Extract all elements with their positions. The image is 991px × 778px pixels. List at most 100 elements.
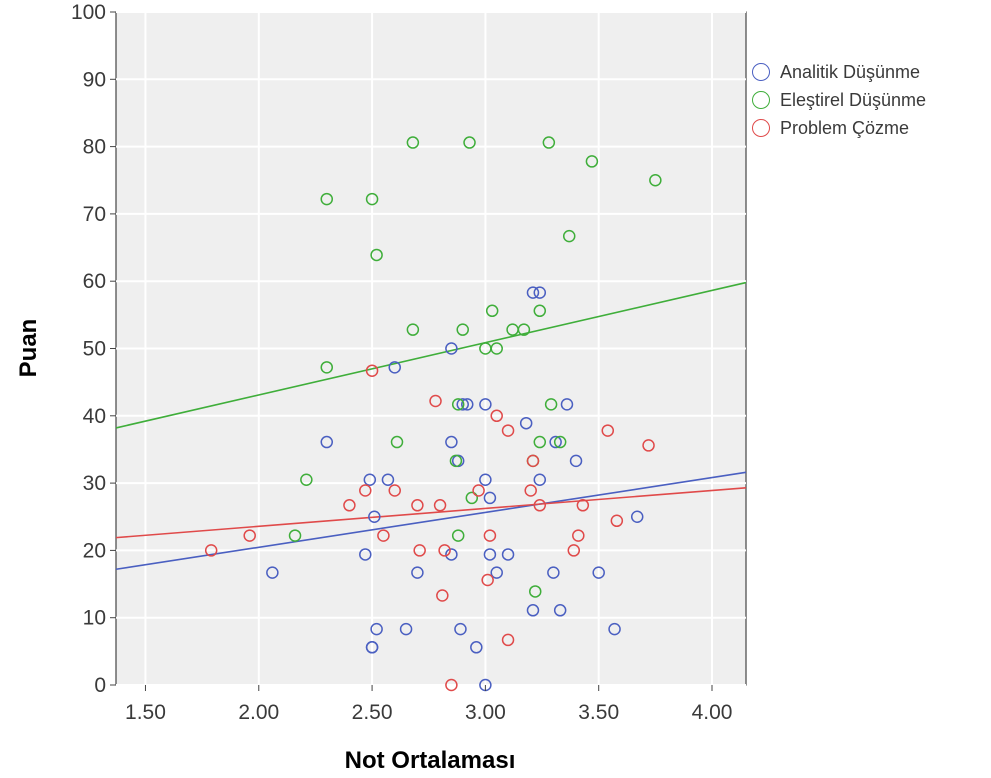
- y-tick-label: 70: [83, 203, 106, 226]
- data-point: [601, 424, 615, 437]
- data-point: [567, 544, 581, 557]
- data-point: [461, 398, 474, 411]
- y-tick-label: 40: [83, 405, 106, 428]
- y-tick-label: 20: [83, 539, 106, 562]
- legend-marker: [752, 91, 770, 109]
- y-tick-label: 80: [83, 136, 106, 159]
- data-point: [549, 435, 562, 449]
- data-point: [490, 566, 503, 579]
- data-point: [553, 435, 567, 449]
- data-point: [642, 439, 655, 452]
- data-point: [524, 484, 537, 497]
- data-point: [456, 323, 469, 336]
- legend-label: Problem Çözme: [780, 117, 910, 138]
- data-point: [370, 622, 383, 636]
- data-point: [406, 323, 420, 336]
- data-point: [320, 361, 334, 374]
- data-point: [501, 633, 515, 647]
- data-point: [445, 342, 458, 355]
- data-point: [320, 192, 334, 206]
- data-point: [436, 589, 449, 602]
- data-point: [413, 544, 426, 557]
- data-point: [533, 499, 547, 512]
- data-point: [470, 641, 483, 654]
- data-point: [433, 499, 447, 512]
- y-tick-label: 10: [83, 607, 106, 630]
- y-tick-label: 30: [83, 472, 106, 495]
- data-point: [388, 484, 401, 497]
- data-point: [544, 398, 558, 411]
- data-point: [533, 286, 547, 299]
- x-tick-label: 3.50: [578, 701, 619, 724]
- data-point: [472, 484, 485, 497]
- data-point: [572, 529, 585, 542]
- data-point: [485, 304, 499, 318]
- data-point: [481, 573, 494, 587]
- x-tick-label: 4.00: [692, 701, 733, 724]
- data-point: [608, 622, 621, 636]
- data-point: [560, 398, 574, 411]
- legend: Analitik Düşünme Eleştirel Düşünme Probl…: [752, 58, 926, 142]
- data-point: [368, 510, 381, 523]
- legend-item-problem: Problem Çözme: [752, 114, 926, 142]
- data-point: [363, 473, 377, 486]
- fit-line: [115, 471, 747, 571]
- data-point: [343, 499, 356, 512]
- data-point: [243, 529, 256, 542]
- x-tick-label: 2.00: [238, 701, 279, 724]
- y-tick-label: 90: [83, 68, 106, 91]
- legend-marker: [752, 63, 770, 81]
- data-point: [451, 398, 465, 411]
- data-point: [406, 136, 420, 149]
- data-point: [610, 514, 624, 528]
- data-points: [204, 136, 662, 692]
- data-point: [649, 174, 662, 187]
- data-point: [490, 342, 503, 355]
- data-point: [449, 454, 463, 468]
- y-tick-label: 0: [94, 674, 106, 697]
- data-point: [445, 435, 458, 449]
- data-point: [456, 398, 469, 411]
- data-point: [463, 136, 476, 149]
- data-point: [377, 529, 390, 542]
- data-point: [445, 678, 458, 692]
- data-point: [445, 548, 458, 561]
- data-point: [576, 499, 590, 512]
- data-point: [451, 529, 465, 542]
- data-point: [479, 398, 492, 411]
- data-point: [288, 529, 302, 542]
- data-point: [585, 155, 599, 168]
- data-point: [490, 409, 503, 423]
- data-point: [562, 229, 576, 243]
- x-tick-label: 1.50: [125, 701, 166, 724]
- data-point: [630, 510, 644, 523]
- data-point: [533, 435, 547, 449]
- data-point: [266, 566, 279, 579]
- legend-marker: [752, 119, 770, 137]
- data-point: [429, 394, 442, 408]
- y-tick-label: 50: [83, 338, 106, 361]
- data-point: [438, 544, 451, 557]
- x-tick-label: 3.00: [465, 701, 506, 724]
- data-point: [365, 192, 379, 206]
- x-axis-title: Not Ortalaması: [345, 747, 516, 774]
- data-point: [533, 304, 547, 318]
- data-point: [359, 484, 372, 497]
- x-tick-label: 2.50: [352, 701, 393, 724]
- data-point: [501, 548, 515, 561]
- data-point: [519, 416, 533, 430]
- data-point: [388, 361, 401, 374]
- data-point: [501, 424, 515, 437]
- data-point: [526, 286, 540, 299]
- data-point: [465, 491, 479, 505]
- data-point: [517, 323, 531, 336]
- y-axis-ticks: 0 10 20 30 40 50 60 70 80 90 100: [71, 1, 116, 697]
- data-point: [359, 548, 372, 561]
- data-point: [483, 529, 497, 542]
- data-point: [454, 622, 467, 636]
- data-point: [592, 566, 605, 579]
- data-point: [320, 435, 334, 449]
- x-axis-ticks: 1.50 2.00 2.50 3.00 3.50 4.00: [125, 685, 732, 724]
- data-point: [526, 604, 540, 617]
